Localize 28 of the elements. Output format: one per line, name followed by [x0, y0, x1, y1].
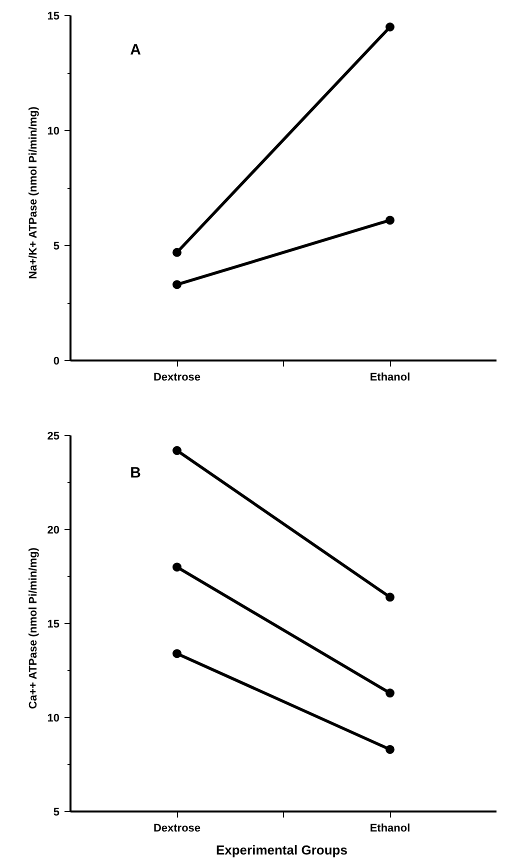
- y-tick-label: 0: [53, 356, 60, 368]
- x-tick-label: Ethanol: [370, 372, 410, 384]
- x-tick-label: Dextrose: [153, 822, 201, 834]
- y-tick-label: 15: [47, 618, 60, 630]
- x-axis-title: Experimental Groups: [216, 842, 348, 858]
- point: [172, 446, 182, 456]
- point: [386, 744, 394, 754]
- y-tick-label: 25: [47, 430, 60, 442]
- y-tick-label: 20: [47, 524, 60, 536]
- point: [386, 592, 394, 602]
- point: [172, 280, 182, 290]
- point: [172, 649, 182, 658]
- annotation: B: [130, 464, 142, 482]
- point: [386, 216, 394, 225]
- y-tick-label: 15: [47, 10, 60, 22]
- y-axis-title: Ca++ ATPase (nmol Pi/min/mg): [27, 547, 40, 709]
- x-tick-label: Dextrose: [153, 372, 201, 384]
- y-axis-title: Na+/K+ ATPase (nmol Pi/min/mg): [27, 106, 40, 279]
- point: [172, 562, 182, 572]
- y-tick-label: 5: [53, 240, 60, 252]
- annotation: A: [130, 42, 142, 58]
- point: [386, 22, 394, 32]
- y-tick-label: 10: [47, 126, 60, 138]
- y-tick-label: 10: [47, 712, 60, 724]
- point: [386, 688, 394, 698]
- x-tick-label: Ethanol: [370, 822, 410, 834]
- point: [172, 248, 182, 257]
- y-tick-label: 5: [53, 806, 60, 818]
